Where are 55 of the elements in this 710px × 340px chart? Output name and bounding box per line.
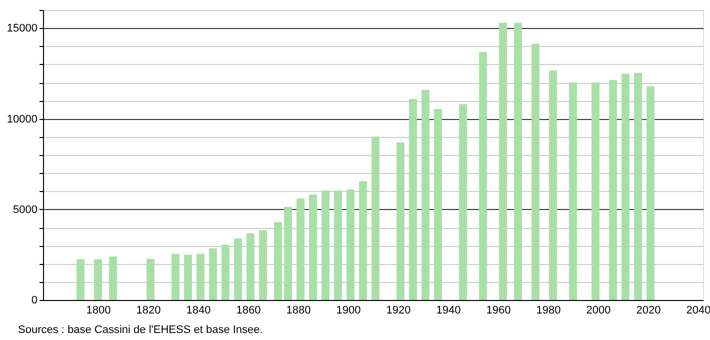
bar — [309, 194, 317, 300]
x-tick-label: 1960 — [486, 304, 511, 316]
bar — [396, 142, 404, 300]
y-tick-label: 10000 — [6, 113, 38, 126]
bar — [246, 233, 254, 300]
bar — [76, 259, 84, 300]
bar — [569, 82, 577, 300]
y-tick-label: 15000 — [6, 22, 38, 35]
bar — [434, 108, 442, 300]
bar — [646, 86, 654, 300]
source-note: Sources : base Cassini de l'EHESS et base Insee. — [18, 324, 263, 336]
bar — [346, 189, 354, 300]
bar — [296, 198, 304, 300]
bar — [372, 136, 380, 300]
bar — [459, 104, 467, 300]
bar — [634, 72, 642, 300]
bar — [532, 44, 540, 300]
x-tick-label: 1800 — [86, 304, 111, 316]
bar — [479, 52, 487, 300]
x-tick-label: 1860 — [236, 304, 261, 316]
bar — [284, 206, 292, 300]
bar — [322, 190, 330, 300]
y-tick-label: 0 — [31, 294, 38, 306]
bar — [622, 74, 630, 300]
bar — [196, 254, 204, 300]
bar — [609, 80, 617, 300]
bar — [499, 22, 507, 300]
x-tick-label: 1900 — [336, 304, 361, 316]
bar — [549, 70, 557, 300]
x-tick-label: 2000 — [586, 304, 611, 316]
bar — [109, 256, 117, 300]
x-tick-label: 2040 — [686, 304, 710, 316]
bar — [514, 22, 522, 300]
x-tick-label: 1920 — [386, 304, 411, 316]
y-tick-label: 5000 — [13, 204, 38, 216]
bar — [359, 181, 367, 300]
bar — [259, 230, 267, 300]
x-tick-label: 1840 — [186, 304, 211, 316]
bar — [592, 82, 600, 300]
bar — [334, 190, 342, 300]
bar — [209, 248, 217, 300]
bar — [146, 258, 154, 300]
x-tick-label: 1880 — [286, 304, 311, 316]
bar — [222, 244, 230, 300]
bar — [94, 259, 102, 300]
x-tick-label: 1820 — [136, 304, 161, 316]
x-tick-label: 1980 — [536, 304, 561, 316]
bar — [184, 254, 192, 300]
x-tick-label: 1940 — [436, 304, 461, 316]
bar — [422, 90, 430, 300]
x-tick-label: 2020 — [636, 304, 661, 316]
bar — [274, 222, 282, 300]
bar — [234, 238, 242, 300]
bar — [409, 98, 417, 300]
bar — [172, 254, 180, 300]
